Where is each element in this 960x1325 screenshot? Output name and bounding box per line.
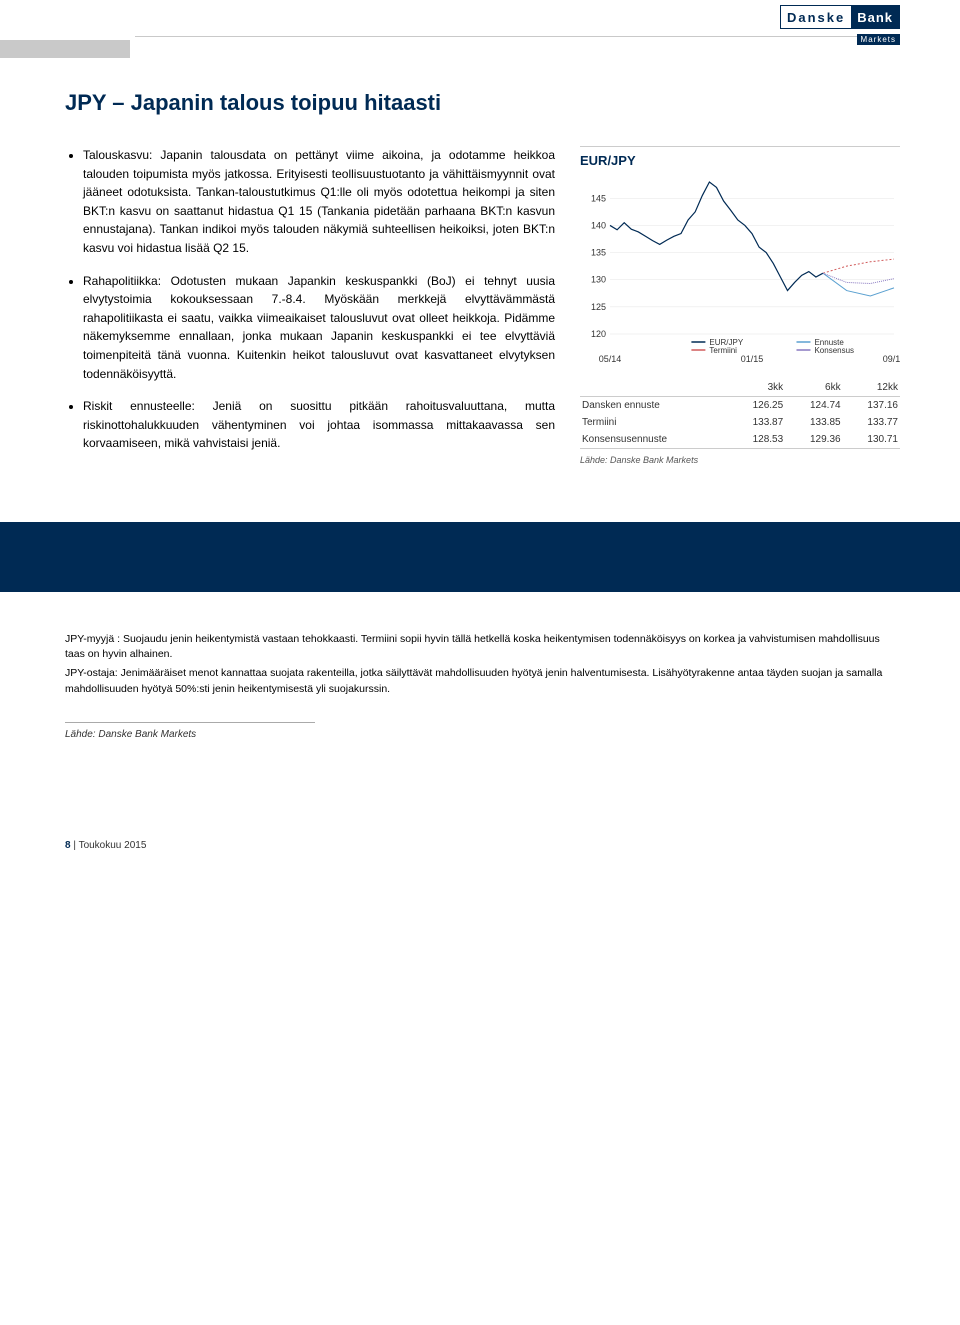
bullet-talouskasvu: Talouskasvu: Japanin talousdata on pettä… [83,146,555,258]
brand-logo: Danske Bank Markets [780,5,900,47]
logo-subtext: Markets [857,34,900,45]
forecast-table: 3kk6kk12kk Dansken ennuste126.25124.7413… [580,379,900,449]
svg-text:Termiini: Termiini [709,346,737,355]
chart-column: EUR/JPY 120 125 130 135 140 145 05/14 01/15 09/1… [580,146,900,465]
header-graybar [0,40,130,58]
bullet-riskit: Riskit ennusteelle: Jeniä on suosittu pi… [83,397,555,453]
svg-text:125: 125 [591,302,606,312]
svg-text:05/14: 05/14 [599,354,622,364]
footer-block: JPY-myyjä : Suojaudu jenin heikentymistä… [0,632,960,740]
svg-text:130: 130 [591,275,606,285]
footer-rule [65,722,315,723]
footer-seller: JPY-myyjä : Suojaudu jenin heikentymistä… [65,632,900,662]
page-month: Toukokuu 2015 [79,840,147,851]
page-sep: | [73,840,76,851]
svg-text:140: 140 [591,220,606,230]
svg-text:09/15: 09/15 [883,354,900,364]
page-title: JPY – Japanin talous toipuu hitaasti [65,90,900,116]
logo-text-danske: Danske [781,6,851,28]
svg-text:Konsensus: Konsensus [814,346,854,355]
chart-title: EUR/JPY [580,153,900,168]
bullet-rahapolitiikka: Rahapolitiikka: Odotusten mukaan Japanki… [83,272,555,384]
logo-text-bank: Bank [851,6,899,28]
page-number: 8 [65,840,71,851]
chart-source: Lähde: Danske Bank Markets [580,455,900,465]
svg-text:145: 145 [591,193,606,203]
svg-text:120: 120 [591,329,606,339]
svg-text:01/15: 01/15 [741,354,764,364]
page-header: Danske Bank Markets [0,0,960,60]
footer-buyer: JPY-ostaja: Jenimääräiset menot kannatta… [65,666,900,696]
svg-text:135: 135 [591,248,606,258]
eurjpy-chart: 12012513013514014505/1401/1509/15EUR/JPY… [580,176,900,366]
body-text-column: Talouskasvu: Japanin talousdata on pettä… [65,146,555,467]
footer-source: Lähde: Danske Bank Markets [65,729,900,740]
navy-band [0,522,960,592]
page-footer: 8 | Toukokuu 2015 [0,740,960,871]
